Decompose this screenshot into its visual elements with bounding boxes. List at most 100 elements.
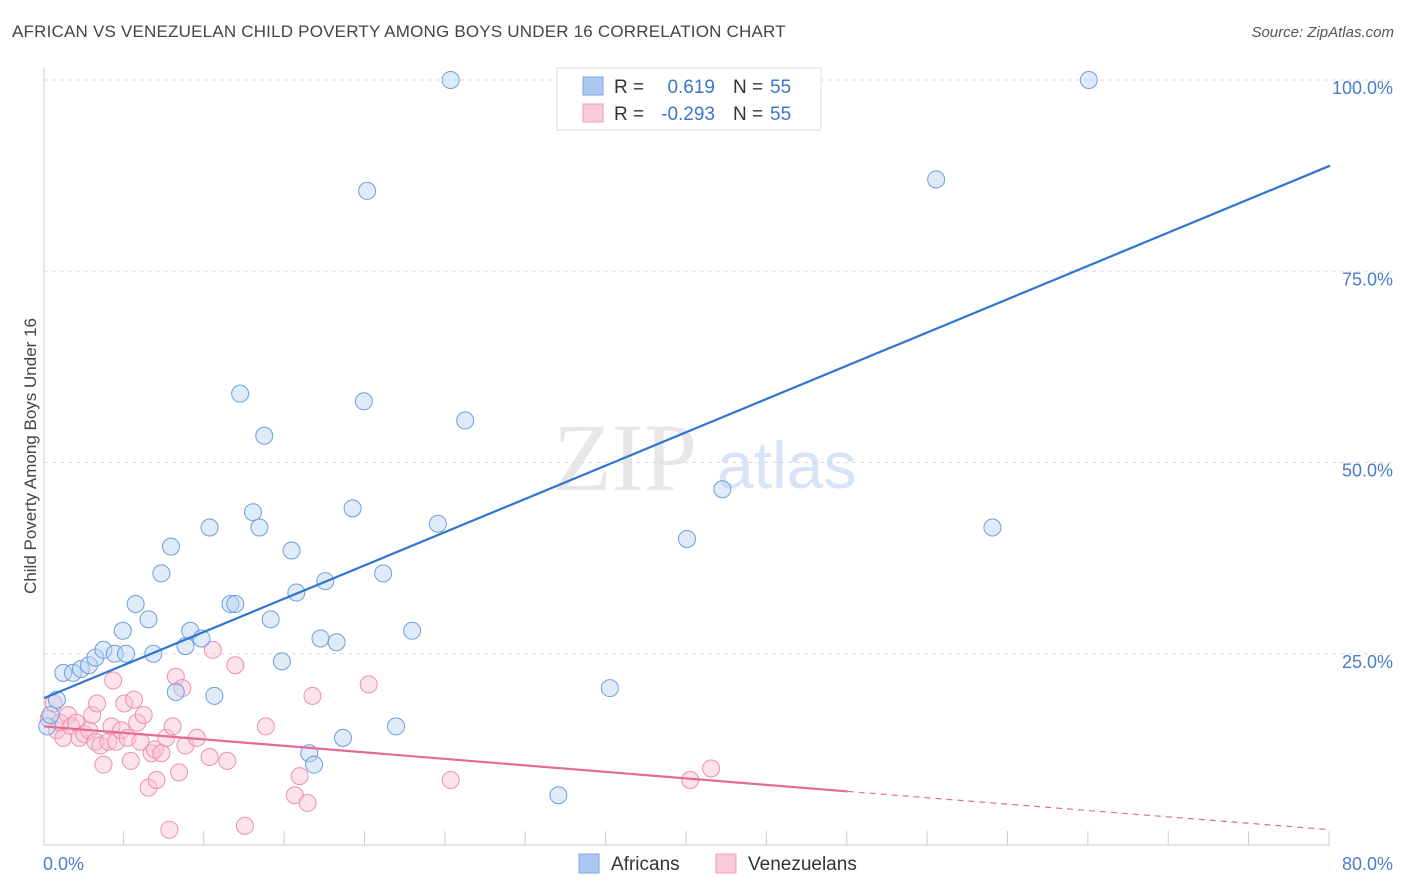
venezuelans-point	[160, 820, 179, 839]
venezuelans-point	[702, 759, 721, 778]
venezuelans-trendline-extension	[847, 790, 1331, 831]
africans-point	[226, 595, 245, 614]
africans-point	[327, 633, 346, 652]
x-tick-label-max: 80.0%	[1342, 854, 1393, 874]
africans-point	[403, 621, 422, 640]
legend-swatch-venezuelans	[582, 103, 604, 123]
legend: R = 0.619 N = 55 R = -0.293 N = 55	[556, 67, 822, 131]
africans-point	[678, 530, 696, 548]
x-tick-label-min: 0.0%	[43, 854, 84, 874]
chart-source: Source: ZipAtlas.com	[1251, 24, 1394, 41]
venezuelans-point	[226, 656, 245, 675]
venezuelans-points	[39, 640, 721, 839]
africans-point	[113, 621, 132, 640]
legend-r-value-venezuelans: -0.293	[661, 104, 715, 125]
africans-point	[311, 629, 330, 648]
venezuelans-point	[94, 755, 113, 774]
venezuelans-trendline	[43, 725, 848, 793]
venezuelans-point	[298, 793, 317, 812]
bottom-legend-swatch-africans	[578, 853, 600, 874]
africans-point	[272, 652, 291, 671]
africans-point	[456, 411, 475, 430]
africans-point	[354, 392, 373, 411]
africans-point	[166, 683, 185, 701]
venezuelans-point	[200, 748, 219, 767]
africans-point	[255, 426, 274, 445]
africans-point	[231, 384, 250, 403]
africans-point	[428, 514, 447, 533]
y-tick-label: 25.0%	[1342, 652, 1393, 672]
legend-n-label-africans: N =	[733, 77, 763, 98]
africans-point	[94, 640, 113, 659]
legend-r-label-africans: R =	[614, 77, 644, 98]
venezuelans-point	[256, 717, 275, 736]
venezuelans-point	[218, 751, 237, 770]
bottom-legend-swatch-venezuelans	[715, 853, 737, 874]
legend-swatch-africans	[582, 76, 604, 96]
africans-point	[387, 717, 406, 736]
africans-point	[441, 71, 460, 89]
africans-point	[927, 170, 946, 189]
venezuelans-point	[152, 744, 171, 763]
legend-r-value-africans: 0.619	[667, 77, 715, 98]
africans-point	[305, 755, 324, 774]
chart-title: AFRICAN VS VENEZUELAN CHILD POVERTY AMON…	[12, 22, 786, 41]
bottom-legend-venezuelans: Venezuelans	[748, 854, 857, 875]
venezuelans-point	[134, 705, 153, 724]
venezuelans-point	[121, 751, 140, 770]
africans-point	[358, 181, 377, 200]
venezuelans-point	[235, 816, 254, 835]
africans-point	[80, 656, 99, 675]
y-axis-tick-labels: 25.0% 50.0% 75.0% 100.0%	[1332, 78, 1393, 672]
africans-trendline	[43, 164, 1331, 700]
africans-point	[54, 663, 73, 682]
africans-point	[139, 610, 158, 629]
africans-point	[200, 518, 219, 537]
y-tick-label: 75.0%	[1342, 269, 1393, 289]
venezuelans-point	[166, 667, 185, 686]
africans-point	[549, 786, 568, 805]
venezuelans-point	[83, 705, 102, 724]
africans-point	[250, 518, 269, 537]
legend-n-value-venezuelans: 55	[770, 104, 791, 125]
africans-point	[333, 728, 352, 747]
trendlines	[43, 164, 1331, 831]
legend-n-value-africans: 55	[770, 77, 791, 98]
venezuelans-point	[88, 694, 107, 713]
africans-point	[116, 644, 135, 663]
venezuelans-point	[290, 767, 309, 786]
venezuelans-point	[104, 671, 123, 690]
legend-r-label-venezuelans: R =	[614, 104, 644, 125]
venezuelans-point	[163, 717, 182, 736]
venezuelans-point	[147, 770, 166, 789]
venezuelans-point	[203, 640, 222, 659]
venezuelans-point	[125, 690, 144, 709]
africans-point	[713, 480, 732, 499]
africans-point	[221, 595, 240, 614]
x-axis-ticks	[122, 831, 1330, 845]
africans-point	[205, 686, 224, 705]
venezuelans-point	[441, 770, 460, 789]
africans-point	[261, 610, 280, 629]
venezuelans-point	[128, 713, 147, 732]
africans-point	[243, 503, 262, 522]
watermark-atlas: atlas	[717, 428, 856, 502]
africans-point	[282, 541, 301, 560]
africans-point	[343, 499, 362, 518]
bottom-legend: Africans Venezuelans	[578, 853, 857, 875]
y-axis-label: Child Poverty Among Boys Under 16	[21, 318, 40, 594]
africans-point	[126, 595, 145, 614]
bottom-legend-africans: Africans	[611, 854, 680, 875]
africans-point	[983, 518, 1002, 537]
y-tick-label: 50.0%	[1342, 461, 1393, 481]
venezuelans-point	[115, 694, 134, 713]
gridlines	[44, 79, 1395, 655]
venezuelans-point	[303, 686, 322, 705]
legend-n-label-venezuelans: N =	[733, 104, 763, 125]
africans-point	[41, 705, 60, 724]
africans-points	[38, 71, 1098, 805]
africans-point	[600, 679, 619, 698]
africans-point	[1079, 71, 1098, 89]
venezuelans-point	[112, 721, 131, 740]
